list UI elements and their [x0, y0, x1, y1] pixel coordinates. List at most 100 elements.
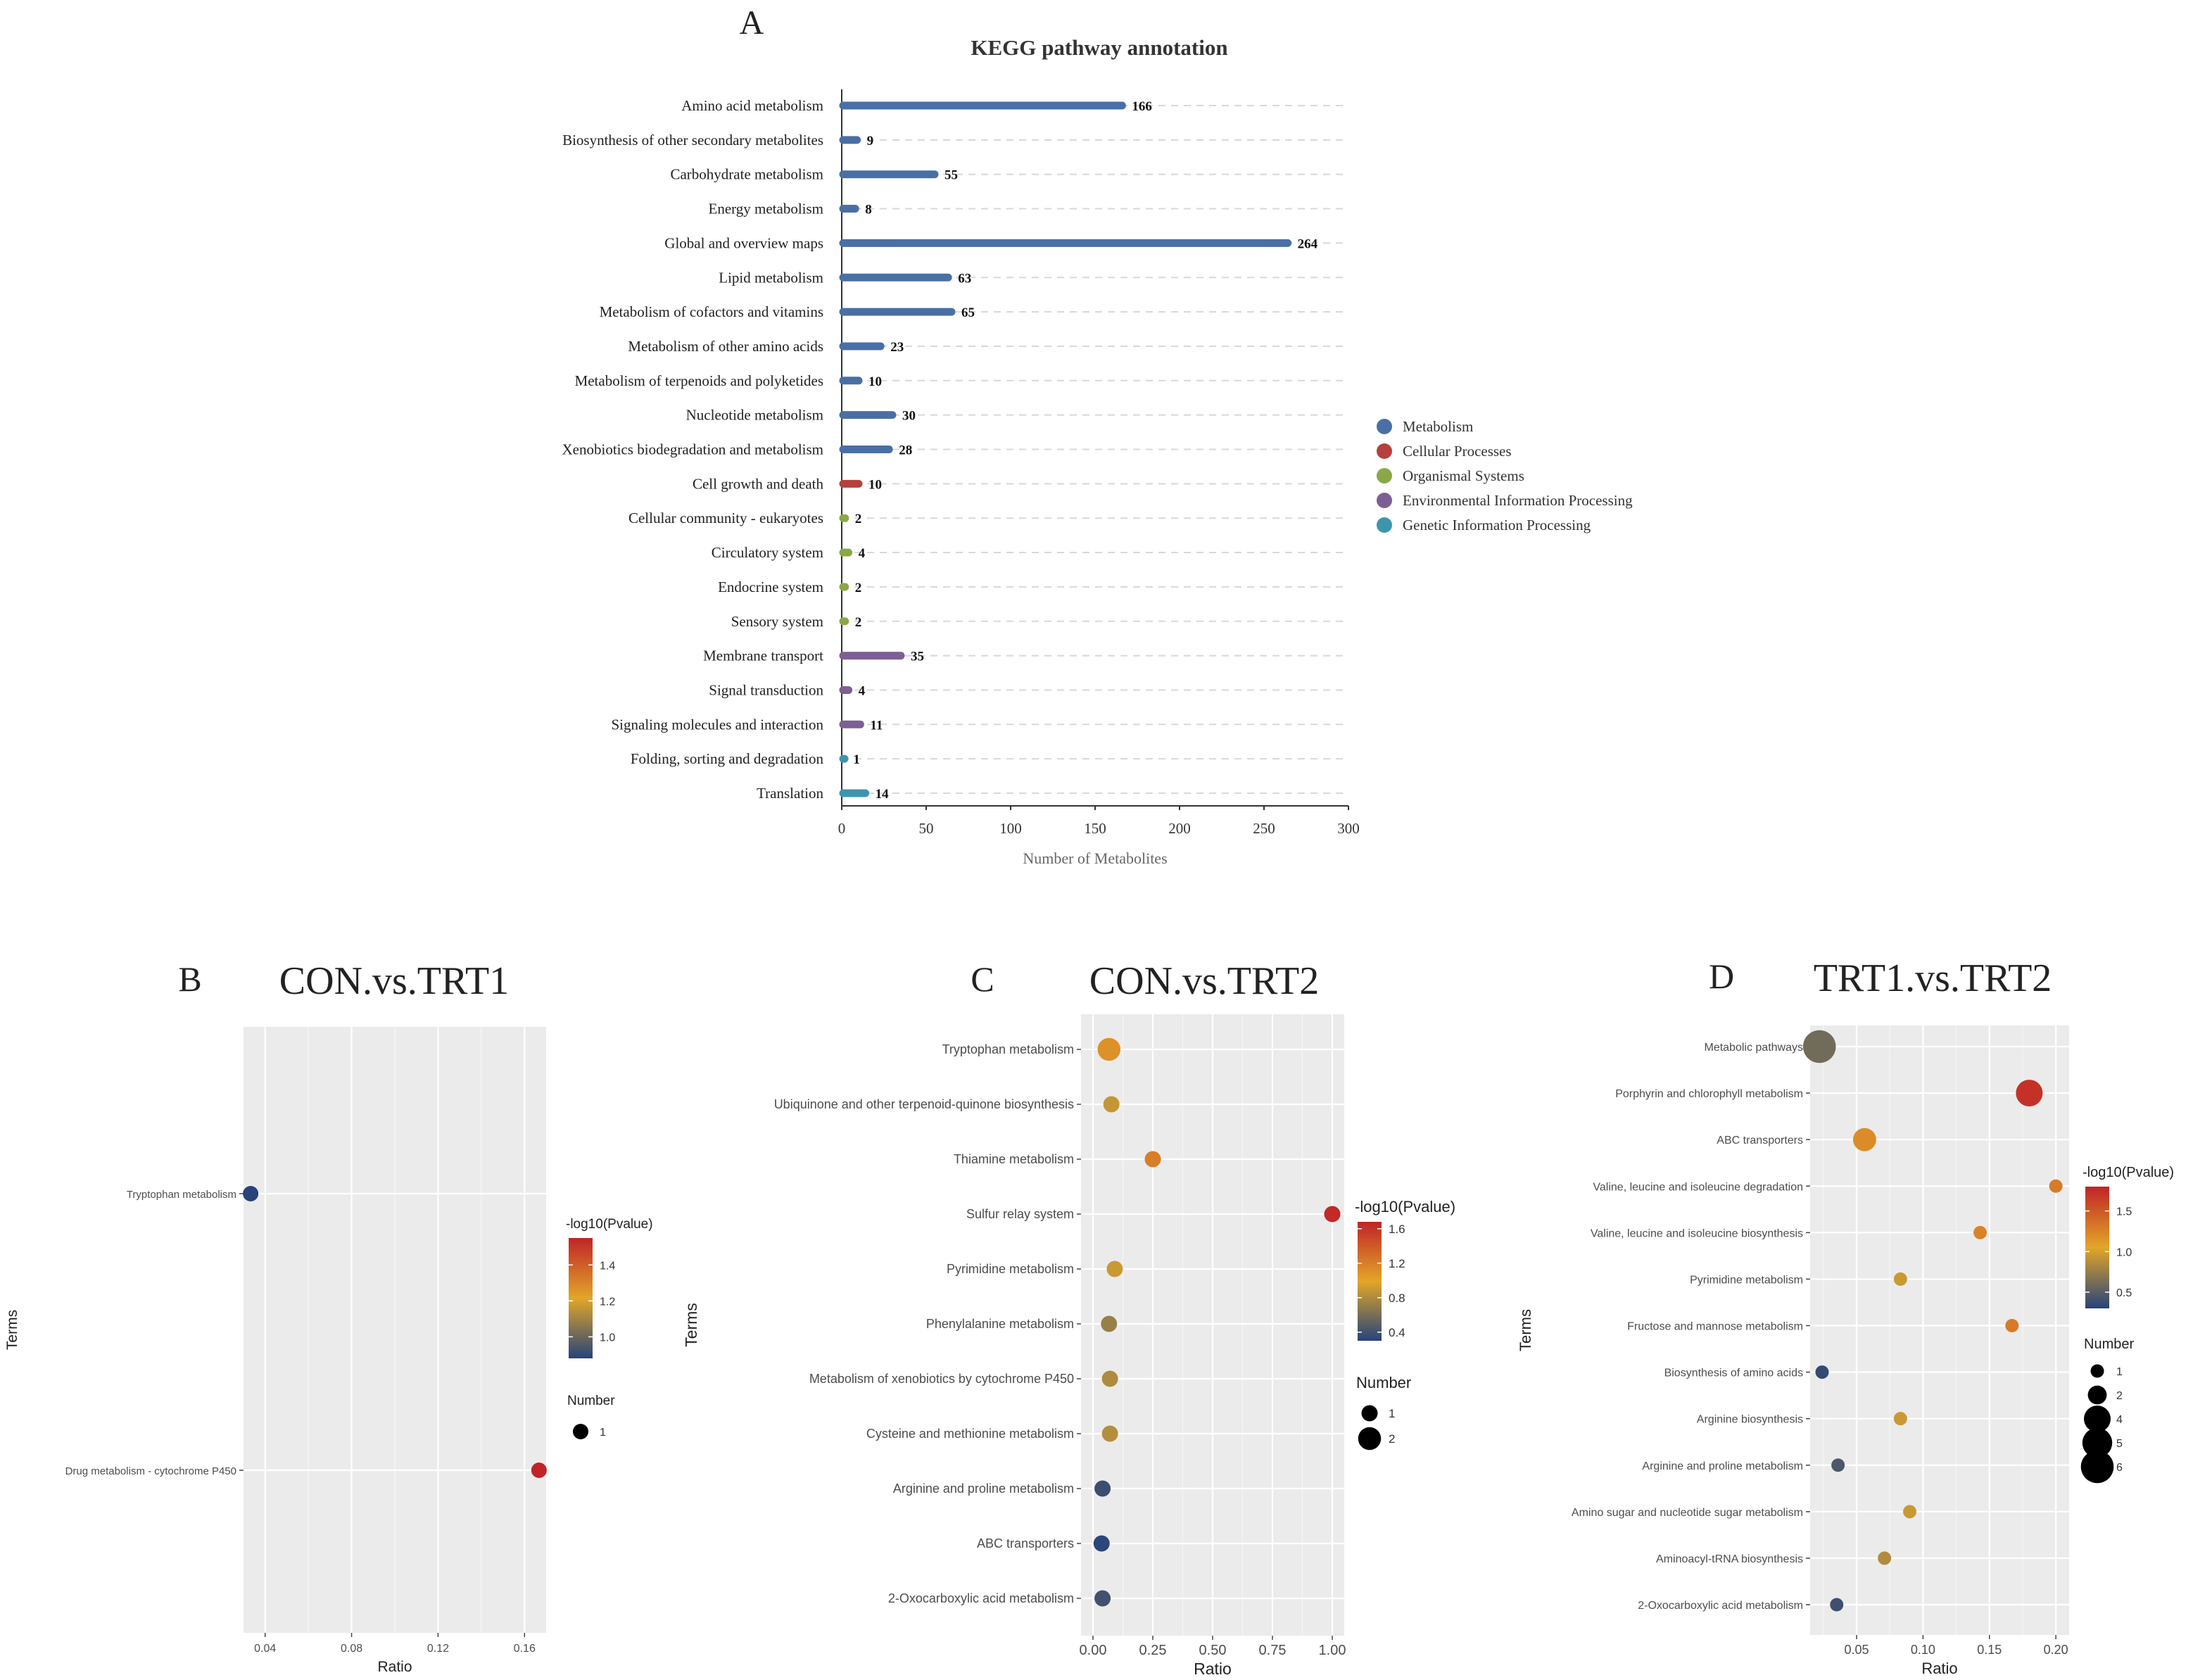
- size-legend-title: Number: [2084, 1337, 2134, 1352]
- size-legend-dot: [2084, 1406, 2111, 1432]
- plot-background: [1810, 1025, 2069, 1635]
- size-legend-title: Number: [567, 1394, 615, 1408]
- colorbar-tick-label: 1.0: [2116, 1246, 2132, 1258]
- category-label: Folding, sorting and degradation: [631, 750, 824, 767]
- term-label: Metabolism of xenobiotics by cytochrome …: [809, 1372, 1074, 1386]
- legend-swatch: [1377, 493, 1392, 508]
- data-label: 35: [911, 650, 924, 664]
- chart-title: CON.vs.TRT1: [279, 959, 509, 1003]
- category-label: Signaling molecules and interaction: [611, 716, 823, 733]
- legend-label: Organismal Systems: [1403, 467, 1524, 484]
- legend-swatch: [1377, 443, 1392, 459]
- data-label: 1: [853, 752, 860, 767]
- term-label: Tryptophan metabolism: [942, 1042, 1074, 1056]
- data-label: 28: [899, 443, 912, 458]
- x-tick-label: 0.16: [514, 1643, 536, 1655]
- data-label: 10: [868, 477, 882, 492]
- category-label: Energy metabolism: [709, 201, 824, 217]
- x-axis-label: Ratio: [1194, 1660, 1232, 1678]
- term-label: Thiamine metabolism: [954, 1152, 1074, 1166]
- data-point: [1852, 1128, 1876, 1151]
- term-label: Arginine and proline metabolism: [893, 1482, 1074, 1496]
- data-point: [1324, 1206, 1341, 1223]
- data-label: 8: [865, 203, 872, 217]
- data-label: 4: [859, 546, 866, 561]
- colorbar-title: -log10(Pvalue): [1355, 1198, 1455, 1215]
- data-label: 55: [944, 168, 958, 183]
- legend-label: Genetic Information Processing: [1403, 517, 1591, 533]
- x-axis-label: Ratio: [377, 1659, 412, 1675]
- size-legend-dot: [2082, 1427, 2113, 1458]
- term-label: Pyrimidine metabolism: [1690, 1274, 1803, 1286]
- category-label: Endocrine system: [718, 579, 823, 595]
- chart-title: KEGG pathway annotation: [971, 35, 1227, 60]
- category-label: Biosynthesis of other secondary metaboli…: [562, 132, 823, 149]
- data-point: [1097, 1037, 1121, 1061]
- data-point: [1973, 1225, 1987, 1239]
- x-tick-label: 0.15: [1977, 1643, 2002, 1657]
- size-legend-dot: [2090, 1364, 2104, 1378]
- x-tick-label: 1.00: [1319, 1643, 1346, 1658]
- colorbar-title: -log10(Pvalue): [2083, 1165, 2174, 1180]
- size-legend-label: 1: [600, 1427, 606, 1439]
- data-label: 4: [859, 683, 866, 698]
- term-label: Pyrimidine metabolism: [947, 1262, 1074, 1276]
- data-point: [1893, 1412, 1907, 1426]
- x-tick-label: 0.75: [1259, 1643, 1287, 1658]
- x-tick-label: 0.20: [2044, 1643, 2068, 1657]
- legend-label: Environmental Information Processing: [1403, 492, 1633, 509]
- x-tick-label: 0.00: [1080, 1643, 1107, 1658]
- data-point: [1830, 1598, 1844, 1612]
- category-label: Cell growth and death: [693, 475, 824, 492]
- term-label: ABC transporters: [977, 1536, 1074, 1550]
- term-label: Sulfur relay system: [966, 1207, 1074, 1221]
- term-label: Phenylalanine metabolism: [926, 1317, 1074, 1331]
- data-point: [1903, 1505, 1917, 1519]
- data-point: [531, 1463, 547, 1478]
- x-tick-label: 0.12: [427, 1643, 449, 1655]
- term-label: Amino sugar and nucleotide sugar metabol…: [1572, 1507, 1803, 1519]
- size-legend-label: 5: [2116, 1438, 2123, 1450]
- term-label: Metabolic pathways: [1704, 1042, 1803, 1054]
- colorbar-tick-label: 1.4: [600, 1260, 615, 1272]
- term-label: Cysteine and methionine metabolism: [866, 1427, 1074, 1441]
- colorbar-tick-label: 1.6: [1389, 1223, 1405, 1236]
- category-label: Circulatory system: [712, 544, 823, 561]
- size-legend-label: 1: [2116, 1366, 2123, 1378]
- term-label: Fructose and mannose metabolism: [1627, 1321, 1803, 1333]
- x-tick-label: 0.04: [254, 1643, 276, 1655]
- colorbar: [2085, 1187, 2109, 1308]
- y-axis-label: Terms: [682, 1303, 700, 1347]
- category-label: Signal transduction: [709, 681, 823, 698]
- term-label: Biosynthesis of amino acids: [1664, 1368, 1803, 1379]
- data-label: 30: [902, 409, 916, 424]
- y-axis-label: Terms: [1517, 1309, 1534, 1351]
- size-legend-label: 2: [2116, 1390, 2123, 1402]
- term-label: Drug metabolism - cytochrome P450: [65, 1465, 236, 1477]
- data-label: 14: [876, 787, 890, 802]
- size-legend-dot: [1361, 1405, 1378, 1422]
- data-point: [2016, 1080, 2043, 1107]
- data-label: 10: [868, 374, 882, 389]
- chart-title: TRT1.vs.TRT2: [1814, 956, 2052, 1000]
- category-label: Lipid metabolism: [719, 269, 823, 286]
- panel-a: A KEGG pathway annotation Amino acid metab…: [562, 4, 1633, 867]
- category-label: Metabolism of cofactors and vitamins: [600, 303, 823, 320]
- panel-letter: B: [178, 959, 201, 999]
- x-tick-label: 0.05: [1845, 1643, 1869, 1657]
- panel-b: B CON.vs.TRT1 0.04 0.08 0.12 0.16 Ratio Terms Tr…: [4, 959, 653, 1675]
- data-point: [2049, 1179, 2063, 1193]
- size-legend-dot: [2087, 1385, 2107, 1405]
- panel-c: C CON.vs.TRT2 0.00 0.25 0.50 0.75 1.00 Ratio Ter…: [682, 959, 1455, 1678]
- category-label: Metabolism of terpenoids and polyketides: [575, 372, 823, 389]
- chart-title: CON.vs.TRT2: [1089, 959, 1319, 1003]
- data-point: [1094, 1590, 1111, 1607]
- data-point: [1101, 1370, 1118, 1387]
- size-legend-label: 1: [1389, 1407, 1395, 1420]
- size-legend-title: Number: [1356, 1374, 1411, 1391]
- colorbar: [569, 1238, 593, 1358]
- term-label: 2-Oxocarboxylic acid metabolism: [888, 1591, 1074, 1605]
- data-point: [1831, 1458, 1845, 1472]
- data-label: 166: [1132, 99, 1152, 114]
